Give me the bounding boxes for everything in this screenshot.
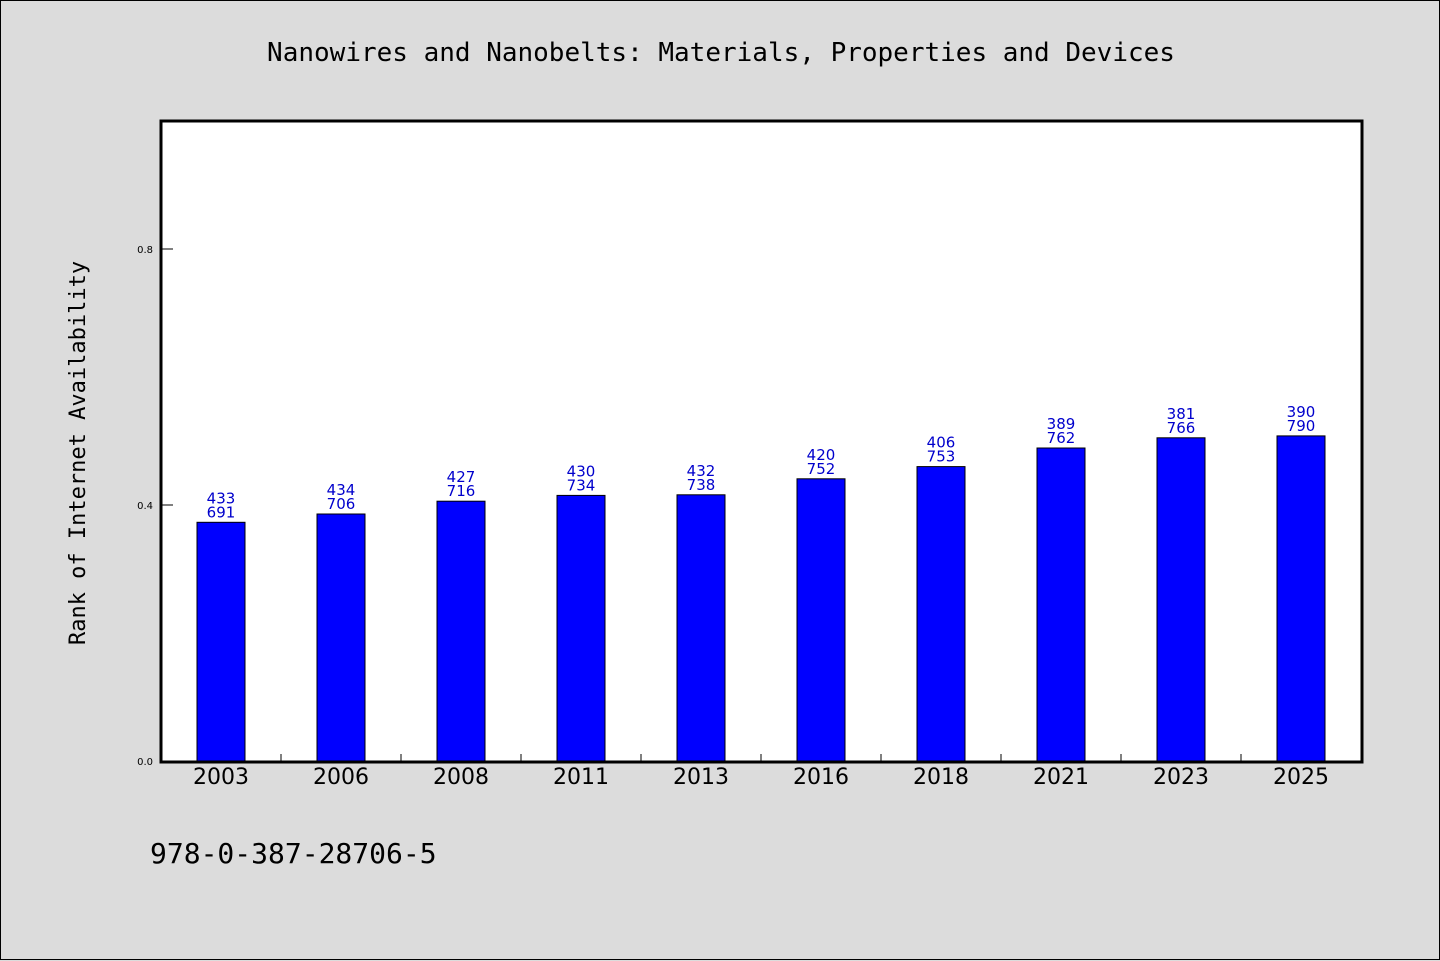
y-axis-ticks: 0.0 0.4 0.8 xyxy=(137,245,173,768)
y-tick-label: 0.0 xyxy=(137,757,153,768)
data-label-bottom-2011: 734 xyxy=(567,476,596,494)
data-label-bottom-2006: 706 xyxy=(327,495,356,513)
bar-2011 xyxy=(556,494,606,762)
chart-title: Nanowires and Nanobelts: Materials, Prop… xyxy=(267,38,1175,68)
data-label-top-2021: 389 xyxy=(1047,415,1076,433)
y-axis-label: Rank of Internet Availability xyxy=(66,261,91,645)
bar-2023 xyxy=(1156,437,1206,762)
bar-2006 xyxy=(316,513,366,762)
data-label-top-2008: 427 xyxy=(447,468,476,486)
x-tick-label-2006: 2006 xyxy=(313,765,369,790)
bar-2021 xyxy=(1036,447,1086,762)
isbn-footer: 978-0-387-28706-5 xyxy=(150,837,437,870)
x-tick-label-2018: 2018 xyxy=(913,765,969,790)
x-tick-label-2013: 2013 xyxy=(673,765,729,790)
x-tick-label-2011: 2011 xyxy=(553,765,609,790)
y-tick-label: 0.8 xyxy=(137,245,153,256)
bar-2013 xyxy=(676,494,726,762)
x-tick-label-2023: 2023 xyxy=(1153,765,1209,790)
data-label-bottom-2025: 790 xyxy=(1287,417,1316,435)
data-label-bottom-2013: 738 xyxy=(687,476,716,494)
data-label-top-2018: 406 xyxy=(927,434,956,452)
data-label-top-2013: 432 xyxy=(687,462,716,480)
x-axis-ticks: 2003 2006 2008 2011 2013 2016 2018 2021 2023 2025 xyxy=(193,754,1329,790)
data-label-top-2011: 430 xyxy=(567,462,596,480)
data-label-bottom-2016: 752 xyxy=(807,460,836,478)
x-tick-label-2003: 2003 xyxy=(193,765,249,790)
data-label-top-2003: 433 xyxy=(207,489,236,507)
y-tick-label: 0.4 xyxy=(137,501,153,512)
plot-border xyxy=(159,119,1364,764)
data-label-bottom-2003: 691 xyxy=(207,503,236,521)
x-tick-label-2016: 2016 xyxy=(793,765,849,790)
data-label-bottom-2021: 762 xyxy=(1047,429,1076,447)
data-label-bottom-2023: 766 xyxy=(1167,419,1196,437)
x-tick-label-2025: 2025 xyxy=(1273,765,1329,790)
bar-2025 xyxy=(1276,435,1326,762)
data-label-top-2006: 434 xyxy=(327,481,356,499)
data-label-top-2016: 420 xyxy=(807,446,836,464)
x-tick-label-2021: 2021 xyxy=(1033,765,1089,790)
data-label-bottom-2008: 716 xyxy=(447,482,476,500)
bars-group xyxy=(196,435,1326,762)
data-labels-group: 4336914347064277164307344327384207524067… xyxy=(207,403,1316,521)
data-label-bottom-2018: 753 xyxy=(927,448,956,466)
bar-2003 xyxy=(196,521,246,762)
data-label-top-2025: 390 xyxy=(1287,403,1316,421)
bar-2018 xyxy=(916,466,966,762)
bar-2008 xyxy=(436,500,486,762)
x-tick-label-2008: 2008 xyxy=(433,765,489,790)
bar-2016 xyxy=(796,478,846,762)
data-label-top-2023: 381 xyxy=(1167,405,1196,423)
